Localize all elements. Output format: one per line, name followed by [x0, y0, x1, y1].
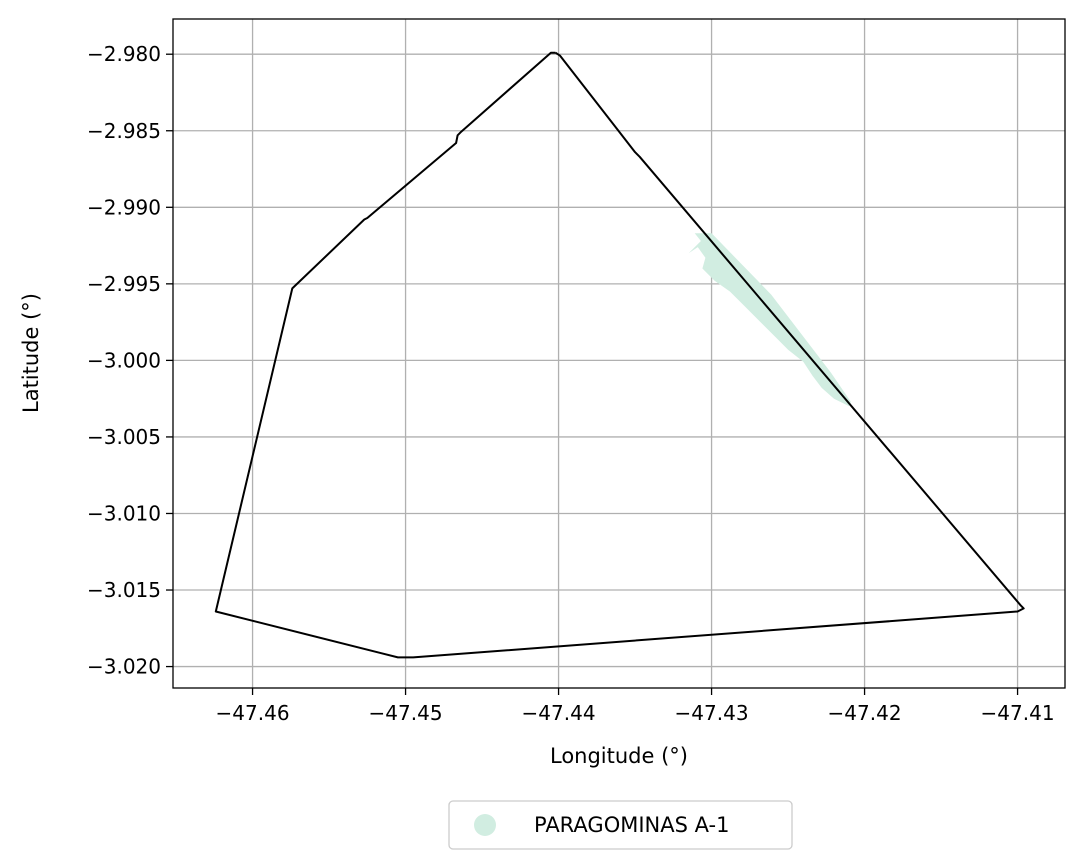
legend-label-paragominas-a-1: PARAGOMINAS A-1 — [534, 813, 729, 837]
grid-lines — [173, 19, 1065, 688]
x-tick-label: −47.43 — [675, 701, 749, 725]
x-tick-label: −47.42 — [828, 701, 902, 725]
y-tick-label: −2.995 — [87, 272, 161, 296]
regions-layer — [688, 233, 851, 407]
plot-frame — [172, 18, 1066, 689]
y-axis-label: Latitude (°) — [19, 293, 43, 413]
x-tick-label: −47.46 — [216, 701, 290, 725]
y-tick-label: −3.015 — [87, 578, 161, 602]
y-axis-ticks: −2.980 −2.985 −2.990 −2.995 −3.000 −3.005 −3.0… — [87, 42, 173, 679]
x-tick-label: −47.44 — [522, 701, 596, 725]
y-tick-label: −2.985 — [87, 119, 161, 143]
boundary-outline — [214, 51, 1025, 659]
y-tick-label: −3.005 — [87, 425, 161, 449]
legend-box — [448, 800, 793, 850]
x-tick-label: −47.45 — [369, 701, 443, 725]
x-axis-label: Longitude (°) — [550, 744, 688, 768]
legend: PARAGOMINAS A-1 — [448, 800, 793, 850]
boundary-layer — [214, 51, 1025, 659]
region-paragominas-a-1 — [688, 233, 851, 407]
y-tick-label: −2.990 — [87, 195, 161, 219]
y-tick-label: −3.000 — [87, 348, 161, 372]
y-tick-label: −3.020 — [87, 655, 161, 679]
x-tick-label: −47.41 — [981, 701, 1055, 725]
y-tick-label: −2.980 — [87, 42, 161, 66]
y-tick-label: −3.010 — [87, 501, 161, 525]
legend-marker-paragominas-a-1 — [474, 814, 496, 836]
x-axis-ticks: −47.46 −47.45 −47.44 −47.43 −47.42 −47.41 — [216, 688, 1055, 725]
